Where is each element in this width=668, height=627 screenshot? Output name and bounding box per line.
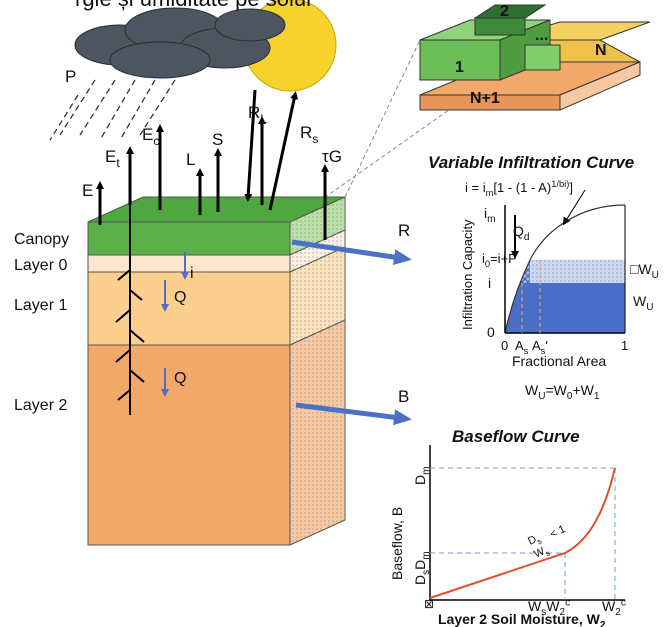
axis-label-part: W [602, 598, 616, 614]
equation-part: i = i [465, 180, 486, 195]
axis-label: i [488, 275, 491, 291]
axis-label-part: 2 [615, 607, 621, 618]
x-axis-label: Layer 2 Soil Moisture, W2 [438, 611, 606, 627]
equation-part: W [525, 382, 539, 398]
axis-label-part: m [421, 466, 432, 474]
x-axis-label-part: 2 [600, 620, 606, 627]
flow-label: B [398, 387, 409, 406]
tile-label: N [595, 42, 607, 59]
axis-label-part: W [633, 293, 647, 309]
flux-label-part: L [260, 112, 267, 126]
x-axis-label: Fractional Area [512, 353, 606, 369]
chart-title: Variable Infiltration Curve [428, 153, 634, 172]
axis-label-part: D [412, 475, 428, 485]
flux-label-part: t [116, 156, 120, 170]
tile-label: N+1 [470, 90, 500, 107]
flux-label-part: R [300, 123, 312, 142]
axis-label-part: ' [545, 338, 547, 353]
axis-label-part: m [421, 551, 432, 559]
flux-label: RL [248, 103, 267, 126]
x-axis-label-part: Layer 2 Soil Moisture, W [438, 611, 601, 627]
flux-label: L [186, 150, 195, 169]
axis-label-part: d [524, 232, 530, 243]
axis-label: 0 [501, 338, 508, 353]
baseflow-plot [430, 445, 625, 600]
axis-label: WU [633, 293, 654, 313]
axis-label: im [484, 205, 496, 225]
flux-label-part: R [248, 103, 260, 122]
equation-part: [1 - (1 - A) [493, 180, 551, 195]
axis-label-part: U [646, 302, 653, 313]
axis-label-part: =i+P [490, 251, 517, 266]
equation-part: m [486, 188, 494, 198]
soil-column [88, 197, 345, 545]
equation-part: =W [546, 382, 568, 398]
flux-label: Rs [300, 123, 318, 146]
flow-label: Q [174, 289, 186, 306]
equation-part: +W [573, 382, 595, 398]
tile-inset [420, 5, 650, 110]
axis-label: W2c [602, 597, 626, 618]
layer-label: Layer 1 [14, 297, 67, 314]
equation: WU=W0+W1 [525, 382, 600, 402]
axis-label: Dm [412, 466, 432, 485]
tile-label: 2 [500, 3, 509, 20]
axis-label-part: A [532, 338, 541, 353]
layer-label: Canopy [14, 231, 69, 248]
axis-label-part: c [565, 597, 570, 608]
axis-label-part: □W [630, 261, 652, 277]
axis-label: ⊠ [424, 597, 434, 611]
flux-label: Ec [142, 125, 159, 148]
flux-label: S [212, 130, 223, 149]
axis-label-part: D [412, 575, 428, 585]
axis-label-part: c [621, 597, 626, 608]
chart-title: Baseflow Curve [452, 427, 580, 446]
axis-label: □WU [630, 261, 659, 281]
flux-label: E [82, 181, 93, 200]
axis-label: DsDm [412, 551, 432, 585]
page-title: rgie și umiditate pe solul [75, 0, 311, 11]
axis-label: 1 [621, 338, 628, 353]
y-axis-label: Baseflow, B [389, 507, 405, 580]
axis-label-part: Q [513, 223, 524, 239]
axis-label-part: D [412, 560, 428, 570]
flux-label: Et [105, 147, 120, 170]
flow-label: Q [174, 370, 186, 387]
layer-label: Layer 0 [14, 257, 67, 274]
rain [50, 80, 175, 140]
axis-label-part: U [652, 270, 659, 281]
equation-part: U [538, 391, 545, 402]
flow-label: i [190, 265, 194, 282]
tile-label: 1 [455, 59, 464, 76]
flux-label-part: E [105, 147, 116, 166]
tile-label: ... [535, 27, 548, 44]
flux-label-part: E [142, 125, 153, 144]
flow-label: R [398, 221, 410, 240]
y-axis-label: Infiltration Capacity [460, 219, 475, 330]
equation-part: ] [569, 180, 573, 195]
flux-label: P [65, 67, 76, 86]
layer-label: Layer 2 [14, 397, 67, 414]
infiltration-plot [505, 190, 625, 333]
flux-label: τG [322, 147, 342, 166]
equation-part: 1/bi) [551, 179, 569, 189]
equation-part: 1 [594, 391, 600, 402]
flux-label-part: s [312, 132, 318, 146]
axis-label: 0 [487, 324, 495, 340]
equation: i = im[1 - (1 - A)1/bi)] [465, 179, 573, 198]
ratio: < 1 [548, 523, 567, 540]
axis-label-part: m [487, 214, 495, 225]
vic-diagram: rgie și umiditate pe solulPEEtEcLSRLRsτG… [0, 0, 668, 627]
sky [50, 0, 336, 140]
flux-label-part: c [153, 134, 159, 148]
axis-label-part: A [515, 338, 524, 353]
